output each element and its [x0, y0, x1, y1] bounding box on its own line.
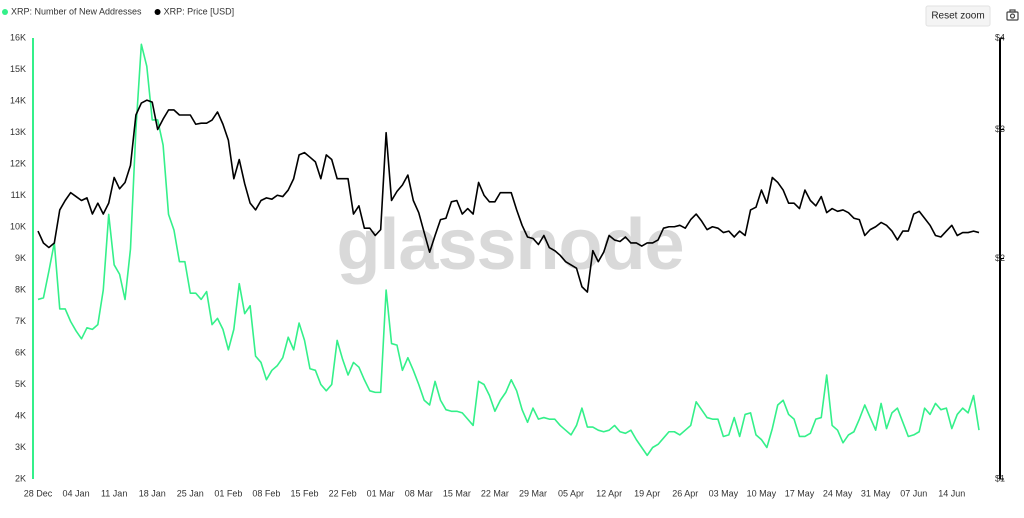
y-tick-label: 3K: [15, 442, 26, 452]
x-tick-label: 10 May: [747, 488, 777, 498]
x-tick-label: 25 Jan: [177, 488, 204, 498]
reset-zoom-label[interactable]: Reset zoom: [931, 11, 984, 22]
y-tick-label: 6K: [15, 347, 26, 357]
x-tick-label: 19 Apr: [634, 488, 660, 498]
y-tick-label: 10K: [10, 221, 26, 231]
y-tick-label: 8K: [15, 284, 26, 294]
legend-label: XRP: Number of New Addresses: [11, 6, 142, 16]
x-tick-label: 31 May: [861, 488, 891, 498]
x-tick-label: 12 Apr: [596, 488, 622, 498]
x-tick-label: 11 Jan: [101, 488, 127, 498]
x-tick-label: 08 Feb: [252, 488, 280, 498]
y2-tick-label: $4: [995, 32, 1005, 42]
button-background[interactable]: [925, 5, 991, 27]
x-tick-label: 05 Apr: [558, 488, 584, 498]
y2-tick-label: $2: [995, 253, 1005, 263]
y-tick-label: 14K: [10, 95, 26, 105]
x-tick-label: 18 Jan: [139, 488, 166, 498]
legend-label: XRP: Price [USD]: [164, 6, 235, 16]
y-tick-label: 5K: [15, 379, 26, 389]
x-tick-label: 22 Feb: [329, 488, 357, 498]
y-tick-label: 16K: [10, 32, 26, 42]
camera-top[interactable]: [1009, 9, 1016, 13]
y-tick-label: 11K: [11, 190, 26, 200]
x-tick-label: 17 May: [785, 488, 815, 498]
legend-item[interactable]: XRP: Number of New Addresses: [2, 6, 142, 16]
y-tick-label: 9K: [15, 253, 26, 263]
y-tick-label: 12K: [10, 158, 26, 168]
series-line: [37, 43, 980, 457]
y-tick-label: 4K: [15, 410, 26, 420]
x-tick-label: 04 Jan: [63, 488, 90, 498]
x-tick-label: 28 Dec: [24, 488, 53, 498]
x-tick-label: 15 Feb: [291, 488, 319, 498]
watermark: glassnode: [336, 205, 683, 285]
x-tick-label: 01 Feb: [214, 488, 242, 498]
x-tick-label: 22 Mar: [481, 488, 509, 498]
x-tick-label: 08 Mar: [405, 488, 433, 498]
y-tick-label: 7K: [15, 316, 26, 326]
x-tick-label: 26 Apr: [672, 488, 698, 498]
x-tick-label: 14 Jun: [938, 488, 965, 498]
x-tick-label: 15 Mar: [443, 488, 471, 498]
x-tick-label: 29 Mar: [519, 488, 547, 498]
y-tick-label: 15K: [10, 64, 26, 74]
camera-icon[interactable]: [1006, 9, 1019, 21]
camera-lens[interactable]: [1009, 13, 1016, 19]
legend-marker: [2, 9, 8, 15]
reset-zoom-button[interactable]: Reset zoom: [925, 5, 991, 27]
x-tick-label: 07 Jun: [900, 488, 927, 498]
series-line: [37, 99, 980, 293]
camera-body[interactable]: [1006, 11, 1019, 21]
y-tick-label: 13K: [10, 127, 26, 137]
legend-marker: [154, 9, 161, 15]
x-tick-label: 01 Mar: [367, 488, 395, 498]
x-tick-label: 24 May: [823, 488, 853, 498]
legend-item[interactable]: XRP: Price [USD]: [154, 6, 235, 16]
y-tick-label: 2K: [15, 473, 26, 483]
y2-tick-label: $3: [995, 124, 1005, 134]
x-tick-label: 03 May: [709, 488, 739, 498]
y2-tick-label: $1: [995, 473, 1005, 483]
